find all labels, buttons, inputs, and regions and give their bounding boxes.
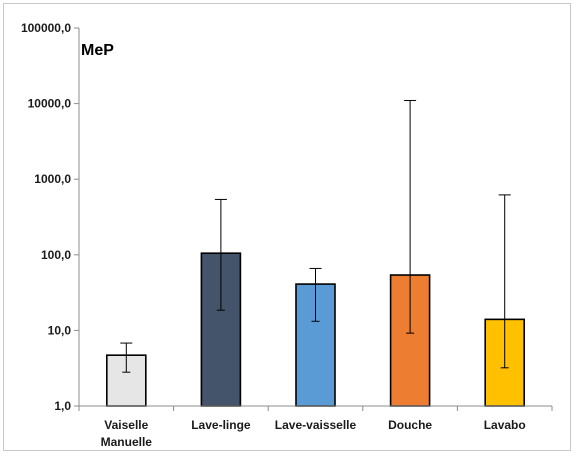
y-tick-label: 100000,0 — [21, 21, 71, 35]
y-tick-label: 1000,0 — [34, 172, 71, 186]
x-category-label: Manuelle — [101, 435, 153, 449]
x-category-label: Douche — [388, 418, 432, 432]
x-category-label: Vaiselle — [104, 418, 148, 432]
y-axis: 1,0 10,0 100,0 1000,0 10000,0 100000,0 — [21, 21, 80, 413]
chart-frame: MeP 1,0 10,0 100,0 1000,0 10000,0 100000,0 Va… — [3, 3, 571, 451]
x-category-label: Lave-vaisselle — [275, 418, 357, 432]
x-category-label: Lavabo — [484, 418, 526, 432]
y-tick-label: 1,0 — [54, 399, 71, 413]
error-bars — [120, 99, 511, 373]
y-tick-label: 100,0 — [41, 248, 71, 262]
y-tick-label: 10,0 — [48, 323, 72, 337]
chart: MeP 1,0 10,0 100,0 1000,0 10000,0 100000,0 Va… — [21, 21, 553, 449]
chart-annotation: MeP — [81, 42, 114, 59]
y-tick-label: 10000,0 — [28, 97, 72, 111]
x-axis: Vaiselle Manuelle Lave-linge Lave-vaisselle… — [78, 405, 553, 449]
x-category-label: Lave-linge — [191, 418, 251, 432]
